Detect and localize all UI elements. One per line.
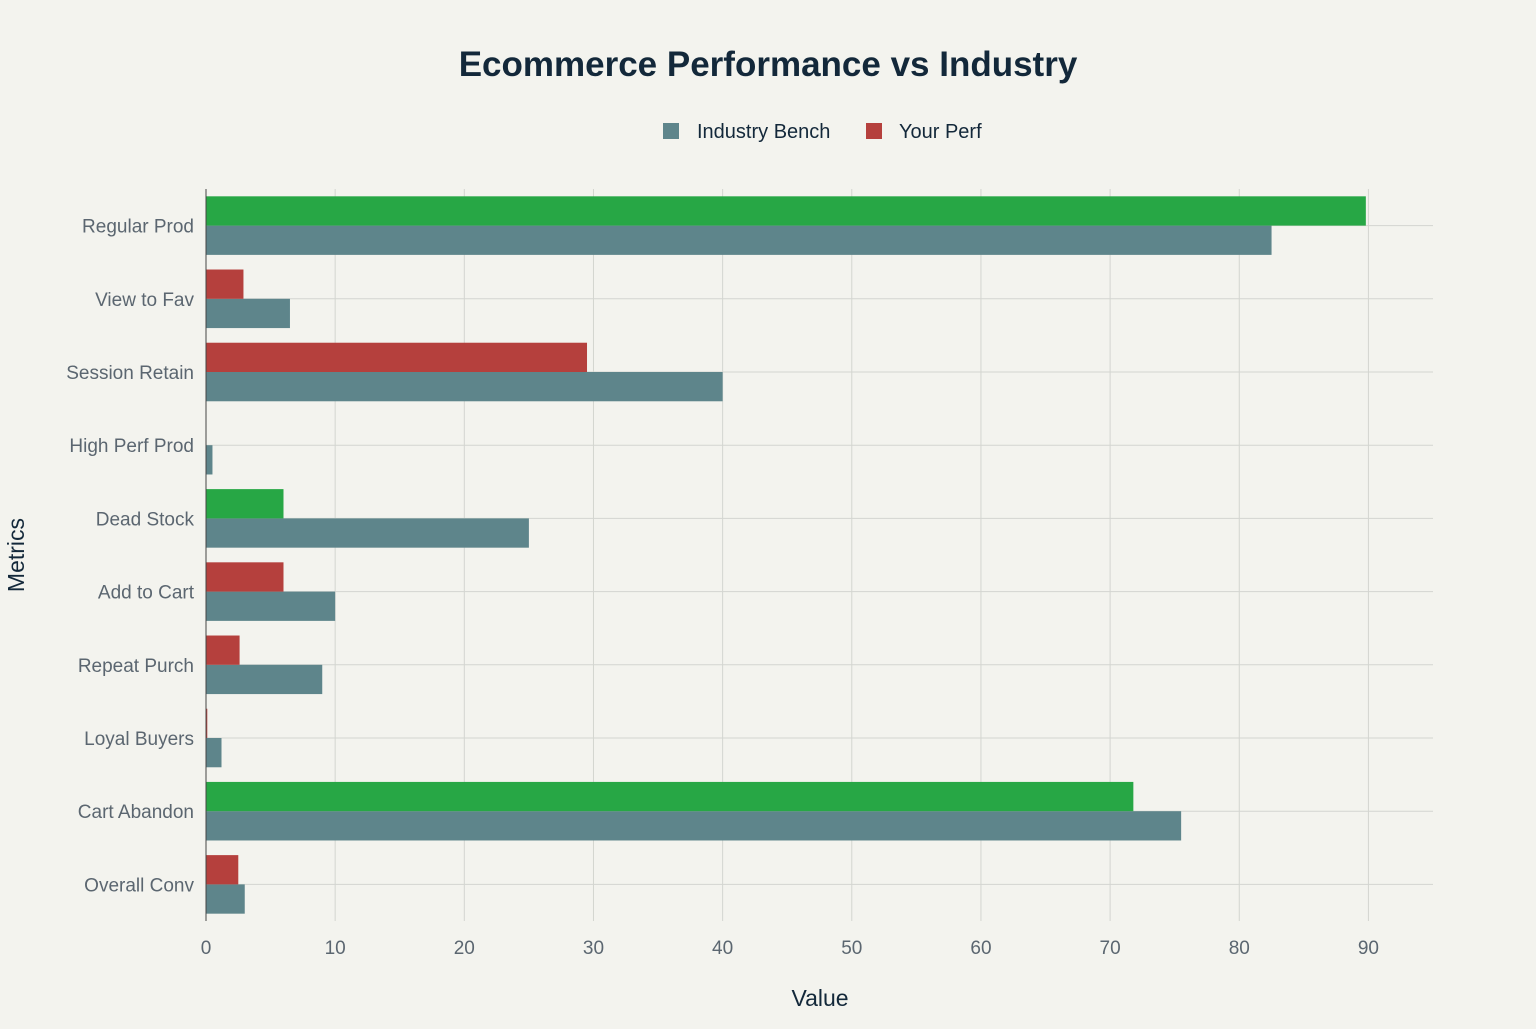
y-tick-label-view-to-fav: View to Fav (95, 290, 194, 311)
y-axis-label: Metrics (3, 518, 29, 592)
y-tick-label-dead-stock: Dead Stock (96, 509, 195, 530)
y-tick-label-overall-conv: Overall Conv (84, 875, 194, 896)
bar-industry-bench-repeat-purch (206, 664, 323, 695)
bar-your-perf-overall-conv (206, 855, 239, 885)
bars (206, 196, 1366, 914)
x-tick-label: 90 (1358, 938, 1379, 959)
y-tick-label-regular-prod: Regular Prod (82, 217, 194, 238)
x-tick-label: 30 (583, 938, 604, 959)
bar-industry-bench-overall-conv (206, 884, 245, 914)
bar-industry-bench-session-retain (206, 372, 723, 402)
bar-industry-bench-cart-abandon (206, 811, 1182, 841)
y-tick-label-loyal-buyers: Loyal Buyers (84, 729, 194, 750)
legend: Industry Bench Your Perf (663, 121, 982, 143)
x-axis-tick-labels: 0 10 20 30 40 50 60 70 80 90 (201, 938, 1379, 959)
y-tick-label-cart-abandon: Cart Abandon (78, 802, 194, 823)
x-tick-label: 20 (454, 938, 475, 959)
y-tick-label-add-to-cart: Add to Cart (98, 583, 195, 604)
bar-your-perf-repeat-purch (206, 635, 240, 665)
legend-label-your-perf: Your Perf (899, 121, 982, 143)
legend-swatch-industry-bench (663, 123, 679, 139)
legend-swatch-your-perf (866, 123, 882, 139)
x-tick-label: 80 (1229, 938, 1250, 959)
bar-your-perf-session-retain (206, 342, 588, 372)
y-tick-label-session-retain: Session Retain (66, 363, 194, 384)
bar-your-perf-regular-prod (206, 196, 1366, 226)
bar-industry-bench-loyal-buyers (206, 738, 222, 768)
bar-industry-bench-regular-prod (206, 225, 1272, 255)
bar-your-perf-dead-stock (206, 489, 284, 519)
x-tick-label: 70 (1100, 938, 1121, 959)
x-tick-label: 40 (712, 938, 733, 959)
x-tick-label: 10 (325, 938, 346, 959)
bar-your-perf-view-to-fav (206, 269, 244, 299)
bar-industry-bench-add-to-cart (206, 591, 336, 621)
y-axis-tick-labels: Regular Prod View to Fav Session Retain Hig… (66, 217, 195, 897)
x-tick-label: 0 (201, 938, 212, 959)
legend-label-industry-bench: Industry Bench (697, 121, 830, 143)
bar-industry-bench-dead-stock (206, 518, 529, 548)
bar-industry-bench-view-to-fav (206, 298, 290, 329)
y-tick-label-high-perf-prod: High Perf Prod (69, 436, 194, 457)
x-tick-label: 60 (970, 938, 991, 959)
chart-title: Ecommerce Performance vs Industry (459, 45, 1078, 84)
x-axis-label: Value (791, 985, 848, 1011)
y-tick-label-repeat-purch: Repeat Purch (78, 656, 194, 677)
bar-your-perf-cart-abandon (206, 781, 1134, 812)
bar-your-perf-loyal-buyers (206, 708, 208, 738)
bar-your-perf-add-to-cart (206, 562, 284, 592)
bar-industry-bench-high-perf-prod (206, 445, 213, 475)
x-tick-label: 50 (841, 938, 862, 959)
